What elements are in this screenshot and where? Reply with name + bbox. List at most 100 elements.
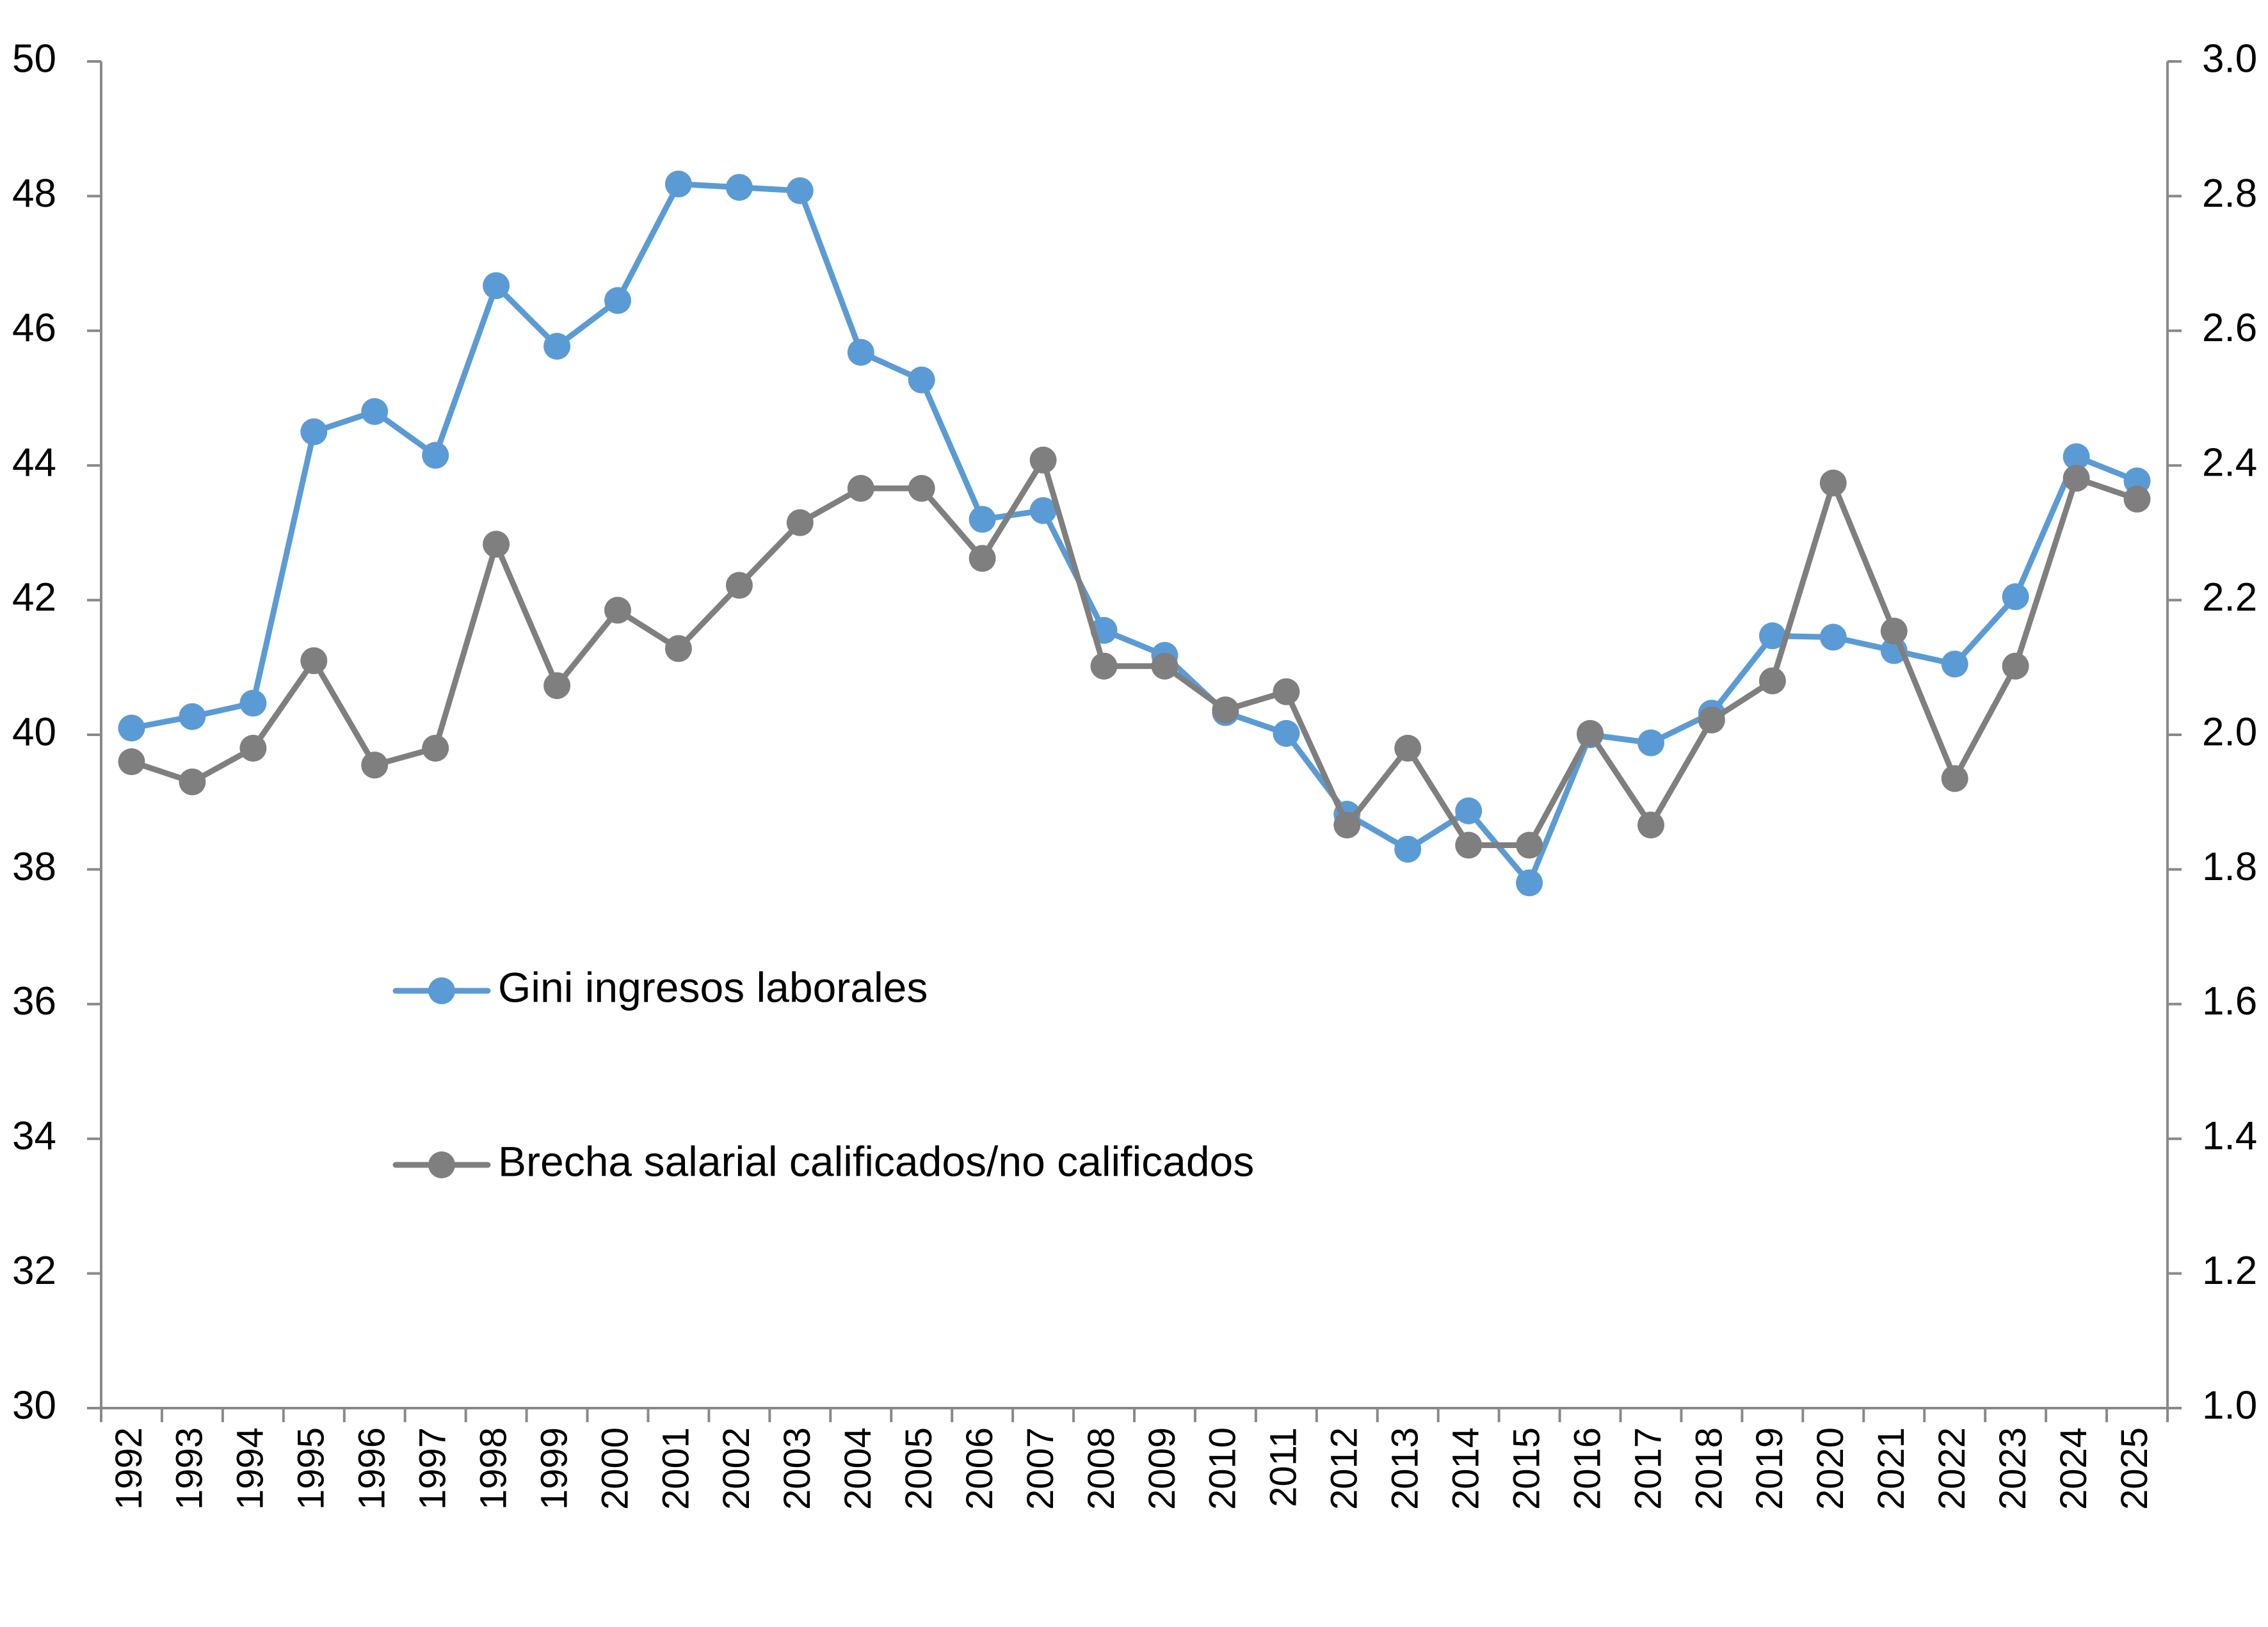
legend-entry-brecha: Brecha salarial calificados/no calificad… (392, 1137, 1254, 1185)
x-tick-label: 2023 (1992, 1427, 2034, 1510)
data-point-brecha-2007 (1029, 446, 1057, 474)
data-point-gini-1998 (483, 272, 510, 300)
x-tick-label: 2010 (1202, 1427, 1244, 1510)
left-y-tick-label: 32 (12, 1249, 56, 1293)
data-point-gini-2007 (1029, 497, 1057, 524)
ticks: 30 32 34 36 38 40 42 44 46 48 50 1.0 1.2 1.4 1.6 1.8 2.0… (12, 36, 2257, 1510)
data-point-gini-2015 (1516, 869, 1543, 897)
data-point-gini-1996 (361, 398, 389, 425)
data-point-brecha-1998 (483, 531, 510, 558)
data-point-gini-2003 (786, 177, 814, 204)
data-point-gini-2006 (969, 506, 996, 533)
data-point-gini-1999 (543, 333, 571, 360)
data-point-gini-2002 (725, 173, 753, 201)
legend: Gini ingresos laborales Brecha salarial … (392, 963, 1254, 1185)
x-tick-label: 2001 (655, 1427, 696, 1510)
left-y-tick-label: 42 (12, 575, 56, 620)
x-tick-label: 1998 (472, 1427, 514, 1510)
right-y-tick-label: 2.2 (2202, 575, 2257, 620)
left-y-tick-label: 30 (12, 1383, 56, 1427)
data-point-gini-2011 (1273, 719, 1300, 747)
data-point-gini-2013 (1394, 835, 1422, 863)
axes (100, 61, 2169, 1409)
data-point-gini-2017 (1637, 729, 1664, 757)
x-tick-label: 2014 (1445, 1427, 1487, 1510)
x-tick-label: 2013 (1385, 1427, 1426, 1510)
x-tick-label: 2015 (1506, 1427, 1547, 1510)
left-y-tick-label: 44 (12, 441, 56, 485)
data-point-brecha-2025 (2123, 485, 2151, 513)
data-point-gini-2022 (1941, 650, 1968, 678)
data-point-brecha-2018 (1698, 706, 1725, 733)
data-point-gini-2004 (847, 339, 874, 366)
data-point-gini-2024 (2063, 443, 2090, 470)
legend-entry-gini: Gini ingresos laborales (392, 963, 928, 1011)
data-point-brecha-2010 (1212, 696, 1239, 724)
data-point-brecha-2013 (1394, 735, 1422, 762)
series-line-brecha (129, 457, 2140, 848)
data-point-gini-2001 (664, 170, 692, 198)
data-point-gini-1995 (300, 418, 328, 445)
x-tick-label: 2016 (1566, 1427, 1608, 1510)
data-point-brecha-2011 (1273, 678, 1300, 705)
x-tick-label: 1997 (412, 1427, 454, 1510)
right-y-tick-label: 1.0 (2202, 1383, 2257, 1427)
data-point-brecha-2019 (1758, 667, 1786, 694)
right-y-tick-label: 2.8 (2202, 172, 2257, 216)
legend-marker-gini (428, 977, 455, 1004)
x-tick-label: 2007 (1020, 1427, 1061, 1510)
data-point-brecha-2003 (786, 509, 814, 536)
data-point-brecha-1992 (118, 748, 145, 776)
data-point-gini-2000 (604, 287, 631, 314)
data-point-brecha-2006 (969, 545, 996, 572)
right-y-tick-label: 1.6 (2202, 979, 2257, 1023)
x-tick-label: 2009 (1141, 1427, 1183, 1510)
data-point-gini-1994 (239, 689, 267, 717)
left-y-tick-label: 46 (12, 306, 56, 350)
data-point-brecha-1993 (179, 768, 206, 796)
data-point-brecha-2008 (1090, 652, 1118, 680)
data-point-gini-1993 (179, 703, 206, 730)
right-y-tick-label: 1.8 (2202, 845, 2257, 889)
data-point-brecha-2021 (1880, 618, 1908, 645)
right-y-tick-label: 3.0 (2202, 36, 2257, 81)
left-y-tick-label: 34 (12, 1114, 56, 1158)
data-point-brecha-2016 (1577, 719, 1604, 747)
data-point-brecha-2023 (2002, 652, 2029, 680)
data-point-brecha-2002 (725, 572, 753, 599)
x-tick-label: 1992 (108, 1427, 150, 1510)
left-y-tick-label: 36 (12, 979, 56, 1023)
legend-label-gini: Gini ingresos laborales (498, 963, 928, 1011)
data-point-brecha-2004 (847, 475, 874, 502)
series-line-gini (129, 181, 2140, 886)
data-point-gini-1997 (422, 442, 449, 469)
x-tick-label: 2021 (1870, 1427, 1912, 1510)
series-layer (118, 170, 2151, 897)
data-point-brecha-2001 (664, 635, 692, 662)
x-tick-label: 2025 (2114, 1427, 2155, 1510)
data-point-brecha-1994 (239, 735, 267, 762)
data-point-gini-2020 (1819, 623, 1847, 651)
x-tick-label: 1999 (533, 1427, 575, 1510)
data-point-brecha-2020 (1819, 469, 1847, 497)
x-tick-label: 2012 (1324, 1427, 1365, 1510)
data-point-brecha-2000 (604, 597, 631, 624)
x-tick-label: 1994 (230, 1427, 271, 1510)
data-point-gini-2023 (2002, 583, 2029, 611)
data-point-brecha-2022 (1941, 765, 1968, 792)
data-point-brecha-2014 (1455, 831, 1483, 859)
x-tick-label: 1995 (291, 1427, 332, 1510)
data-point-gini-2019 (1758, 622, 1786, 650)
right-y-tick-label: 2.4 (2202, 441, 2257, 485)
x-tick-label: 1993 (169, 1427, 211, 1510)
left-y-tick-label: 38 (12, 845, 56, 889)
x-tick-label: 2005 (898, 1427, 940, 1510)
x-tick-label: 2018 (1688, 1427, 1730, 1510)
legend-marker-brecha (428, 1151, 455, 1178)
legend-label-brecha: Brecha salarial calificados/no calificad… (498, 1137, 1254, 1185)
right-y-tick-label: 2.0 (2202, 710, 2257, 754)
x-tick-label: 2020 (1810, 1427, 1851, 1510)
x-tick-label: 2011 (1263, 1427, 1305, 1507)
data-point-brecha-2012 (1333, 812, 1361, 838)
